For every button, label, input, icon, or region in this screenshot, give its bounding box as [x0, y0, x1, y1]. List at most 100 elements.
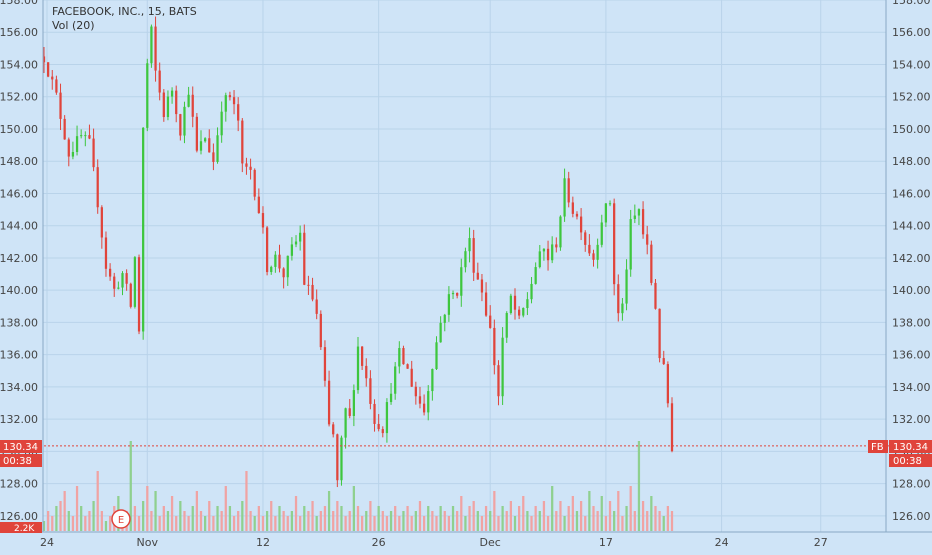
volume-bar	[42, 521, 46, 531]
candle-body	[468, 238, 471, 252]
candle	[468, 227, 471, 263]
volume-bar	[290, 511, 294, 531]
volume-bar	[451, 506, 455, 531]
right-timer: 00:38	[893, 456, 922, 467]
candle	[456, 292, 459, 299]
candle	[451, 290, 455, 300]
volume-bar	[88, 511, 91, 531]
candle-body	[431, 369, 434, 392]
volume-bar	[476, 511, 479, 531]
candle-body	[513, 295, 517, 310]
volume-bar	[617, 491, 620, 531]
left-price-axis[interactable]: 126.00128.00130.00132.00134.00136.00138.…	[0, 0, 38, 523]
volume-bar	[381, 511, 384, 531]
candle	[641, 201, 645, 239]
candle	[526, 292, 529, 316]
candle-body	[323, 347, 327, 381]
candle-body	[546, 248, 550, 261]
candle-body	[650, 244, 653, 283]
candle-body	[476, 272, 479, 280]
candle	[55, 75, 58, 95]
y-tick-label-right: 132.00	[892, 413, 931, 426]
volume-bar	[67, 511, 70, 531]
volume-axis-badge: 2.2K	[0, 522, 42, 534]
left-price-badge: 130.34 00:38	[0, 440, 42, 467]
candle-body	[410, 368, 413, 387]
right-price-axis[interactable]: 126.00128.00130.00132.00134.00136.00138.…	[892, 0, 931, 523]
volume-bar	[224, 486, 227, 531]
volume-bar	[592, 506, 595, 531]
candle	[84, 131, 87, 147]
volume-bar	[261, 516, 265, 531]
candle	[92, 128, 95, 172]
candle	[63, 115, 66, 140]
volume-axis-label: 2.2K	[14, 524, 35, 534]
candle-body	[286, 255, 289, 278]
y-tick-label-left: 154.00	[0, 58, 38, 71]
volume-bar	[579, 501, 583, 531]
candle-body	[369, 378, 372, 404]
candle	[596, 238, 599, 269]
candle-body	[104, 237, 108, 269]
volume-bar	[51, 516, 54, 531]
candle	[621, 297, 624, 321]
candle	[162, 89, 165, 122]
volume-bar	[249, 511, 252, 531]
candle	[212, 143, 215, 171]
candle	[588, 234, 591, 256]
candle-body	[493, 327, 496, 366]
candle-body	[356, 346, 360, 391]
candle	[513, 288, 517, 320]
candle	[476, 262, 479, 280]
candle-body	[522, 308, 525, 316]
symbol-badge-bg	[868, 440, 888, 453]
candle-body	[588, 244, 591, 254]
candle	[166, 90, 170, 121]
volume-indicator-label[interactable]: Vol (20)	[52, 19, 95, 32]
volume-bar	[352, 486, 355, 531]
y-tick-label-left: 144.00	[0, 220, 38, 233]
candle-body	[509, 295, 512, 313]
candle-body	[208, 138, 211, 153]
symbol-title[interactable]: FACEBOOK, INC., 15, BATS	[52, 5, 197, 18]
candle	[584, 230, 587, 252]
volume-bar	[175, 516, 178, 531]
candle-body	[365, 365, 368, 379]
candle	[646, 225, 649, 255]
candle-body	[406, 364, 409, 369]
time-axis[interactable]: 24 Nov 12 26 Dec 17 24 27	[40, 536, 828, 549]
y-tick-label-right: 146.00	[892, 187, 931, 200]
candle	[319, 310, 322, 350]
candle	[579, 208, 583, 241]
candle-body	[154, 26, 157, 71]
candle	[658, 308, 661, 363]
volume-bar	[501, 506, 504, 531]
candle-body	[641, 209, 645, 235]
volume-bar	[526, 511, 529, 531]
candle-body	[63, 118, 66, 140]
volume-bar	[245, 471, 248, 531]
volume-bar	[265, 511, 269, 531]
candle	[670, 397, 674, 453]
volume-bar	[286, 516, 289, 531]
volume-bar	[658, 511, 661, 531]
candle-body	[398, 348, 401, 367]
candle	[224, 92, 227, 122]
candle-body	[464, 251, 467, 268]
earnings-marker[interactable]: E	[111, 509, 131, 529]
chart-legend[interactable]: FACEBOOK, INC., 15, BATS Vol (20)	[52, 5, 197, 33]
volume-bar	[170, 496, 174, 531]
volume-bar	[497, 516, 500, 531]
right-price-badge: FB 130.34 00:38	[868, 440, 932, 467]
volume-bar	[584, 516, 587, 531]
y-tick-label-left: 128.00	[0, 478, 38, 491]
candle	[336, 433, 339, 488]
candle-body	[71, 151, 75, 157]
candle	[154, 16, 157, 82]
volume-bar	[443, 511, 446, 531]
volume-bar	[633, 511, 636, 531]
candle	[501, 327, 504, 405]
candle-body	[158, 70, 161, 93]
